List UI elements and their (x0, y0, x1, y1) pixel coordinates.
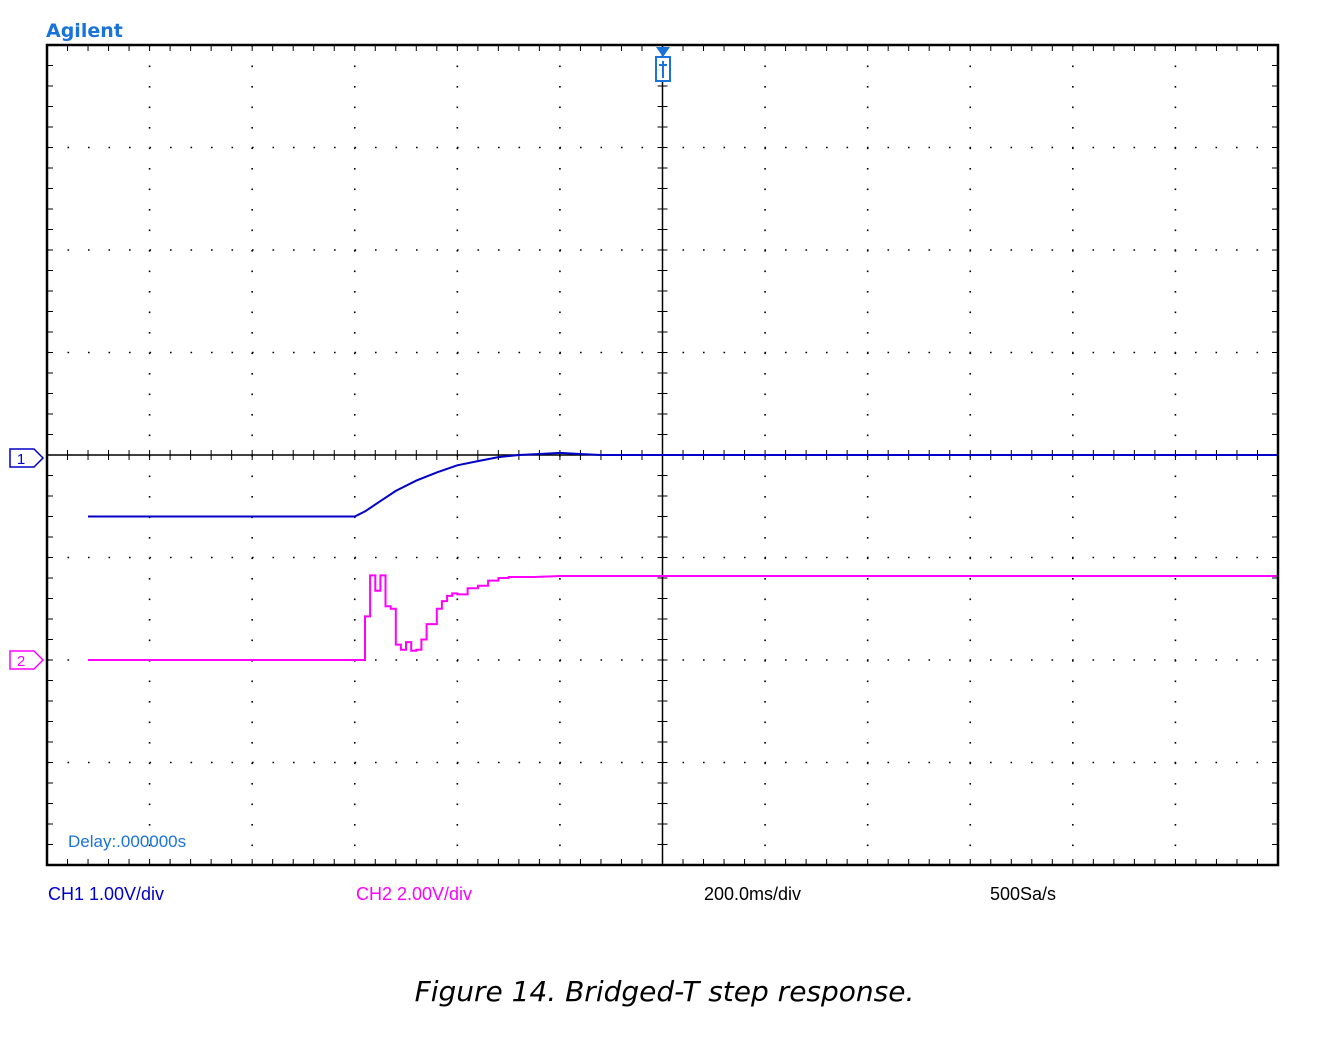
figure-caption: Figure 14. Bridged-T step response. (414, 975, 915, 1008)
trace-layer (88, 451, 1278, 661)
ch1-ground-marker-icon[interactable]: 1 (9, 448, 45, 468)
ch2-marker-label: 2 (17, 653, 25, 670)
ch1-scale-readout: CH1 1.00V/div (48, 884, 165, 904)
ch2-ground-marker-icon[interactable]: 2 (9, 650, 45, 670)
trigger-position-icon (655, 47, 671, 82)
sample-rate-readout: 500Sa/s (990, 884, 1057, 904)
delay-readout: Delay:.000000s (68, 832, 186, 851)
screen-frame (45, 43, 1280, 867)
ch2-scale-readout: CH2 2.00V/div (356, 884, 473, 904)
ch1-marker-label: 1 (17, 451, 25, 468)
ch1-trace (88, 451, 1278, 518)
ch2-trace (88, 574, 1278, 661)
brand-logo: Agilent (46, 20, 123, 42)
timebase-readout: 200.0ms/div (704, 884, 802, 904)
oscilloscope-display: 1 2 Delay:.000000s (9, 43, 1280, 867)
